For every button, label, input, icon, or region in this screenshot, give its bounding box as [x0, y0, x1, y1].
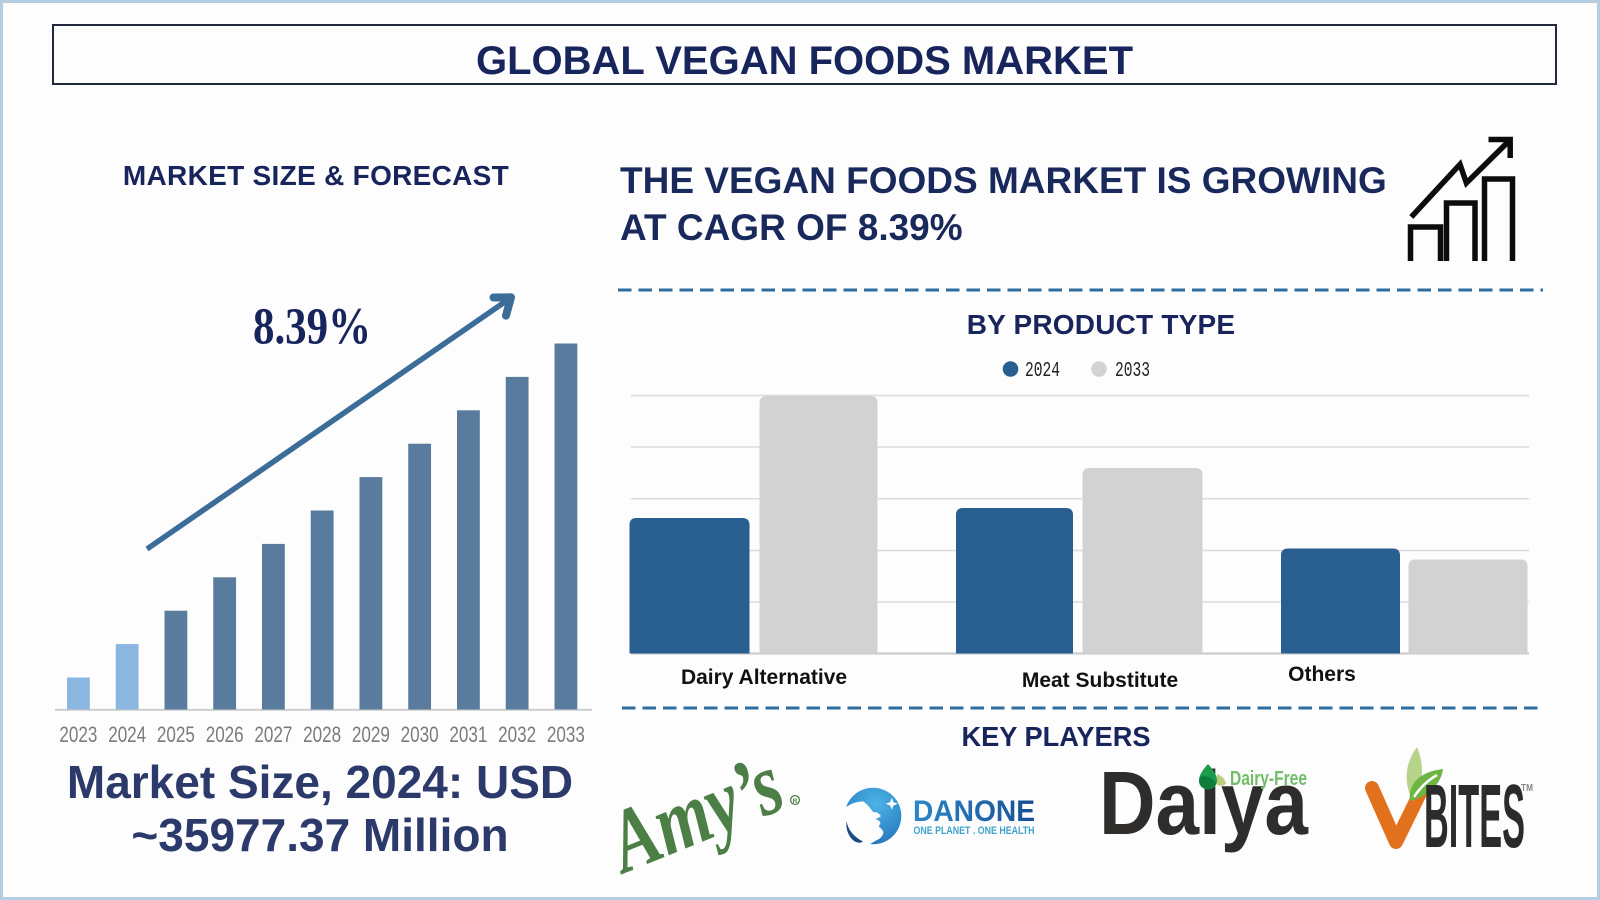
- svg-text:KEY PLAYERS: KEY PLAYERS: [962, 721, 1151, 752]
- svg-text:BITES: BITES: [1424, 767, 1525, 858]
- svg-text:2023: 2023: [59, 722, 97, 747]
- svg-text:2027: 2027: [254, 722, 292, 747]
- svg-text:DANONE: DANONE: [913, 795, 1035, 828]
- svg-text:ONE PLANET . ONE HEALTH: ONE PLANET . ONE HEALTH: [914, 825, 1035, 837]
- svg-text:2026: 2026: [206, 722, 244, 747]
- svg-text:8.39%: 8.39%: [253, 299, 371, 356]
- svg-text:2033: 2033: [547, 722, 585, 747]
- svg-text:2029: 2029: [352, 722, 390, 747]
- svg-text:2032: 2032: [498, 722, 536, 747]
- svg-text:BY PRODUCT TYPE: BY PRODUCT TYPE: [967, 309, 1236, 340]
- svg-text:TM: TM: [1521, 783, 1533, 794]
- svg-text:Amy’s: Amy’s: [600, 740, 796, 890]
- svg-text:2025: 2025: [157, 722, 195, 747]
- svg-text:2024: 2024: [1025, 360, 1060, 383]
- svg-text:2030: 2030: [401, 722, 439, 747]
- svg-text:2028: 2028: [303, 722, 341, 747]
- svg-text:Dairy-Free: Dairy-Free: [1230, 768, 1307, 790]
- svg-text:2033: 2033: [1115, 360, 1150, 383]
- svg-text:Meat Substitute: Meat Substitute: [1022, 669, 1178, 692]
- svg-text:2031: 2031: [449, 722, 487, 747]
- svg-text:Others: Others: [1288, 663, 1356, 686]
- svg-text:Dairy Alternative: Dairy Alternative: [681, 666, 847, 689]
- svg-text:R: R: [793, 798, 798, 805]
- svg-text:2024: 2024: [108, 722, 146, 747]
